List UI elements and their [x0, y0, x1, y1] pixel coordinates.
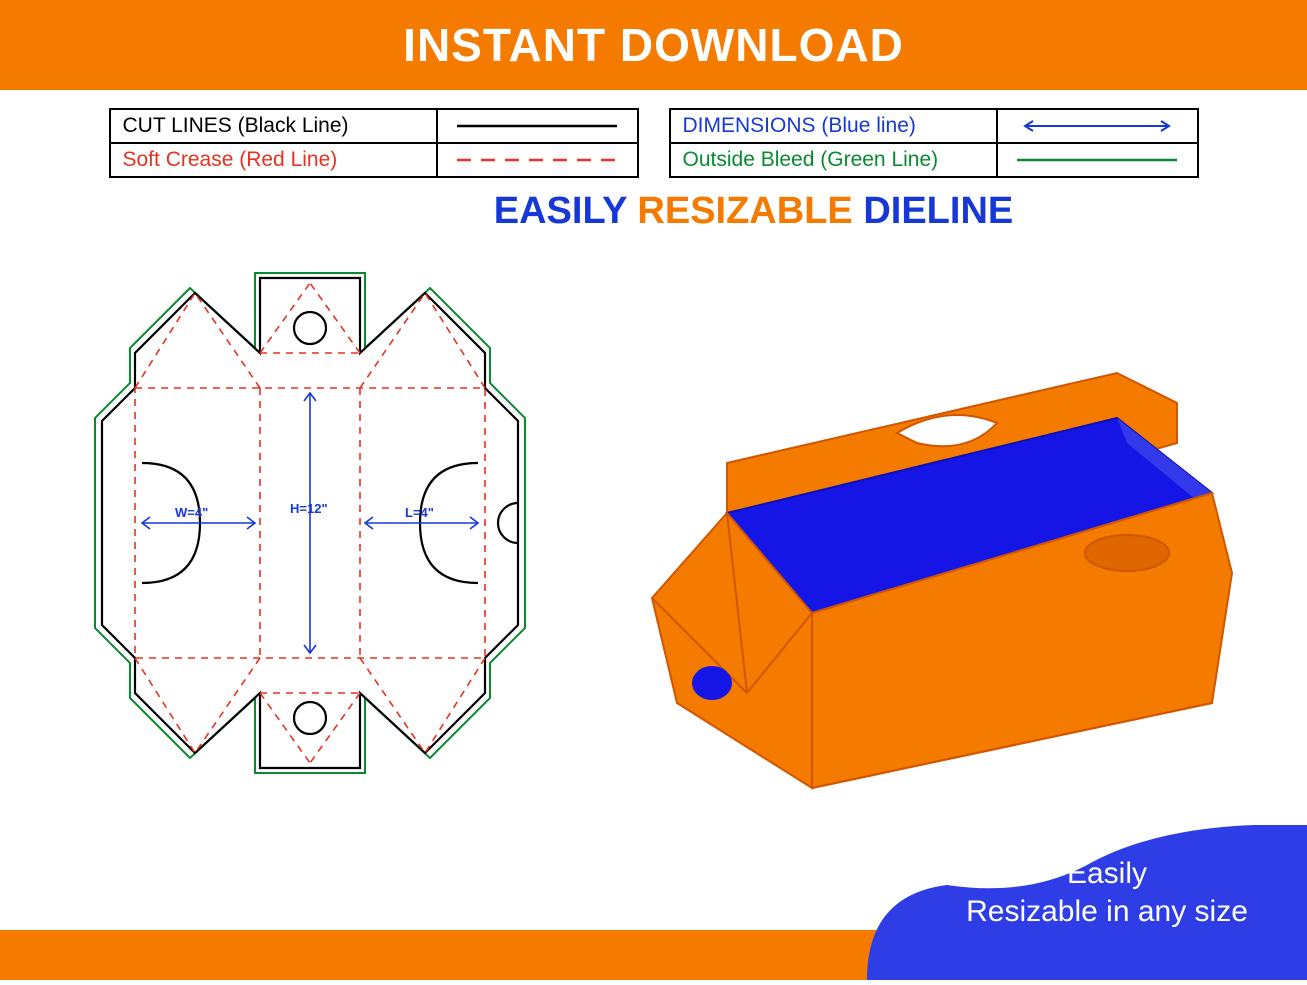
subtitle: EASILY RESIZABLE DIELINE [0, 190, 1307, 233]
subtitle-word2: RESIZABLE [637, 190, 852, 232]
legend-bleed-sample [997, 143, 1198, 177]
badge-line2: Resizable in any size [927, 893, 1287, 931]
subtitle-word1: EASILY [494, 190, 627, 232]
legend-table-left: CUT LINES (Black Line) Soft Crease (Red … [109, 108, 639, 178]
corner-badge: Easily Resizable in any size [867, 825, 1307, 980]
top-banner: INSTANT DOWNLOAD [0, 0, 1307, 90]
legend-cut-sample [437, 109, 638, 143]
legend-crease-label: Soft Crease (Red Line) [110, 143, 437, 177]
legend-row: CUT LINES (Black Line) Soft Crease (Red … [0, 108, 1307, 178]
legend-dim-sample [997, 109, 1198, 143]
dieline-diagram: W=4" H=12" L=4" [60, 253, 560, 798]
box-3d-render [617, 343, 1257, 808]
corner-badge-text: Easily Resizable in any size [927, 855, 1287, 930]
legend-dim-label: DIMENSIONS (Blue line) [670, 109, 997, 143]
legend-table-right: DIMENSIONS (Blue line) Outside Bleed (Gr… [669, 108, 1199, 178]
main-area: W=4" H=12" L=4" [0, 233, 1307, 873]
legend-crease-sample [437, 143, 638, 177]
dimension-labels: W=4" H=12" L=4" [175, 501, 434, 520]
dim-L: L=4" [405, 505, 434, 520]
dimension-lines [142, 393, 478, 653]
badge-line1: Easily [927, 855, 1287, 893]
dim-W: W=4" [175, 505, 208, 520]
legend-bleed-label: Outside Bleed (Green Line) [670, 143, 997, 177]
box-body [652, 373, 1232, 788]
dim-H: H=12" [290, 501, 328, 516]
banner-title: INSTANT DOWNLOAD [403, 18, 904, 72]
subtitle-word3: DIELINE [863, 190, 1013, 232]
legend-cut-label: CUT LINES (Black Line) [110, 109, 437, 143]
